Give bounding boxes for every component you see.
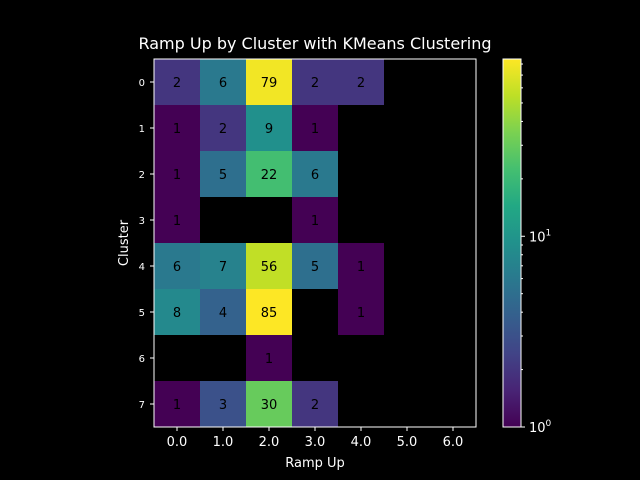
cell-value-label: 2 bbox=[357, 76, 365, 91]
heatmap-cell bbox=[292, 105, 338, 151]
cell-value-label: 1 bbox=[173, 398, 181, 413]
plot-area: 2 6 79 2 21 2 9 11 5 22 61 16 7 56 5 18 4 85 111 3 30 20.0 1.0… bbox=[139, 58, 477, 450]
y-tick-label: 7 bbox=[139, 400, 145, 411]
cell-value-label: 1 bbox=[357, 260, 365, 275]
cell-value-label: 8 bbox=[173, 306, 181, 321]
heatmap-cell bbox=[200, 151, 246, 197]
cell-value-label: 1 bbox=[311, 122, 319, 137]
cell-value-label: 1 bbox=[357, 306, 365, 321]
x-tick-label: 2.0 bbox=[259, 435, 280, 450]
colorbar: 100 101 bbox=[502, 58, 552, 436]
y-tick-label: 2 bbox=[139, 170, 145, 181]
y-tick-label: 0 bbox=[139, 78, 145, 89]
x-axis-label: Ramp Up bbox=[285, 456, 345, 471]
heatmap-cell bbox=[246, 59, 292, 105]
heatmap-cell bbox=[154, 105, 200, 151]
heatmap-cell bbox=[292, 151, 338, 197]
cell-value-label: 6 bbox=[173, 260, 181, 275]
cell-value-label: 30 bbox=[261, 398, 278, 413]
colorbar-tick-label: 100 bbox=[529, 419, 552, 436]
heatmap-cell bbox=[292, 197, 338, 243]
cell-value-label: 1 bbox=[173, 168, 181, 183]
heatmap-cell bbox=[246, 151, 292, 197]
cell-value-label: 7 bbox=[219, 260, 227, 275]
heatmap-cell bbox=[338, 243, 384, 289]
cell-value-label: 2 bbox=[219, 122, 227, 137]
cell-value-label: 1 bbox=[265, 352, 273, 367]
heatmap-cell bbox=[200, 243, 246, 289]
colorbar-tick-label: 101 bbox=[529, 228, 551, 245]
cell-value-label: 56 bbox=[261, 260, 278, 275]
cell-value-label: 1 bbox=[173, 122, 181, 137]
x-tick-label: 3.0 bbox=[305, 435, 326, 450]
heatmap-cell bbox=[246, 243, 292, 289]
heatmap-cell bbox=[154, 59, 200, 105]
heatmap-cell bbox=[292, 59, 338, 105]
cell-value-label: 22 bbox=[261, 168, 278, 183]
cell-value-label: 85 bbox=[261, 306, 278, 321]
heatmap-cell bbox=[200, 59, 246, 105]
heatmap-cell bbox=[154, 381, 200, 427]
heatmap-cell bbox=[154, 151, 200, 197]
heatmap-cell bbox=[292, 243, 338, 289]
cell-value-label: 2 bbox=[311, 76, 319, 91]
cell-value-label: 6 bbox=[311, 168, 319, 183]
x-tick-label: 5.0 bbox=[397, 435, 418, 450]
cell-value-label: 9 bbox=[265, 122, 273, 137]
heatmap-cell bbox=[200, 381, 246, 427]
y-tick-label: 3 bbox=[139, 216, 145, 227]
y-tick-label: 4 bbox=[139, 262, 145, 273]
heatmap-cell bbox=[154, 197, 200, 243]
cell-value-label: 79 bbox=[261, 76, 278, 91]
y-tick-label: 5 bbox=[139, 308, 145, 319]
cell-value-label: 5 bbox=[219, 168, 227, 183]
heatmap-cell bbox=[154, 243, 200, 289]
heatmap-cell bbox=[200, 105, 246, 151]
cell-value-label: 6 bbox=[219, 76, 227, 91]
heatmap-cell bbox=[246, 335, 292, 381]
heatmap-cell bbox=[338, 59, 384, 105]
y-axis-label: Cluster bbox=[117, 219, 132, 266]
x-tick-label: 1.0 bbox=[213, 435, 234, 450]
x-tick-label: 6.0 bbox=[443, 435, 464, 450]
cell-value-label: 4 bbox=[219, 306, 227, 321]
heatmap-cell bbox=[246, 289, 292, 335]
cell-value-label: 1 bbox=[173, 214, 181, 229]
chart-title: Ramp Up by Cluster with KMeans Clusterin… bbox=[138, 34, 491, 53]
heatmap-cell bbox=[338, 289, 384, 335]
y-tick-label: 1 bbox=[139, 124, 145, 135]
x-tick-label: 0.0 bbox=[167, 435, 188, 450]
y-tick-label: 6 bbox=[139, 354, 145, 365]
cell-value-label: 2 bbox=[311, 398, 319, 413]
heatmap-cell bbox=[292, 381, 338, 427]
cell-value-label: 1 bbox=[311, 214, 319, 229]
heatmap-cell bbox=[246, 381, 292, 427]
cell-value-label: 5 bbox=[311, 260, 319, 275]
heatmap-cell bbox=[200, 289, 246, 335]
cell-value-label: 3 bbox=[219, 398, 227, 413]
x-tick-label: 4.0 bbox=[351, 435, 372, 450]
cell-value-label: 2 bbox=[173, 76, 181, 91]
colorbar-gradient bbox=[502, 58, 522, 428]
heatmap-cell bbox=[154, 289, 200, 335]
heatmap-cell bbox=[246, 105, 292, 151]
